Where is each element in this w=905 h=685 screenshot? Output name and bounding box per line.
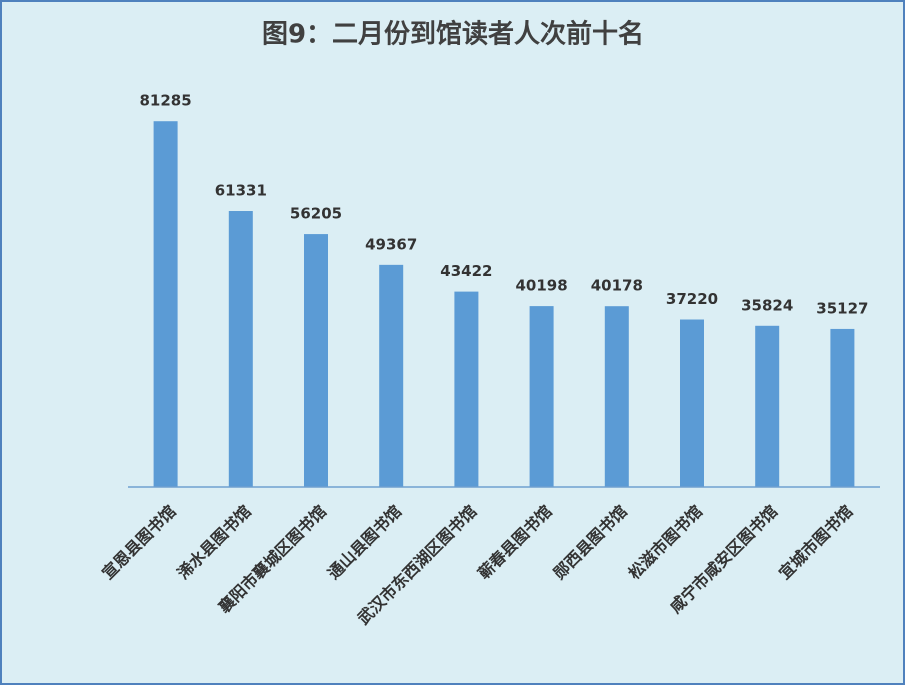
data-label: 49367 [365, 235, 417, 253]
bar [304, 234, 328, 487]
bar [604, 306, 629, 487]
bar [830, 328, 855, 487]
bar [529, 306, 554, 487]
data-label: 37220 [666, 290, 718, 308]
bar [153, 121, 178, 487]
bar [755, 325, 780, 487]
data-label: 40198 [516, 277, 568, 295]
data-label: 43422 [440, 262, 492, 280]
data-label: 35824 [741, 296, 793, 314]
data-label: 61331 [215, 182, 267, 200]
bar [454, 291, 479, 487]
data-label: 35127 [816, 299, 868, 317]
chart-title: 图9：二月份到馆读者人次前十名 [262, 19, 644, 50]
bar [680, 319, 704, 487]
data-label: 56205 [290, 205, 342, 223]
data-label: 81285 [140, 92, 192, 110]
data-label: 40178 [591, 277, 643, 295]
bar [228, 211, 253, 487]
bar [379, 264, 404, 487]
